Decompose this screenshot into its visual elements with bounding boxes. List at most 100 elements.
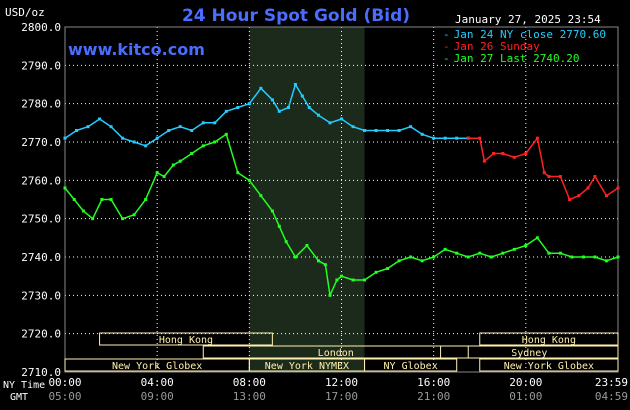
x-tick-label-gmt: 13:00	[233, 390, 266, 403]
data-point	[259, 86, 263, 90]
data-point	[167, 129, 171, 132]
data-point	[340, 274, 343, 278]
y-tick-label: 2730.0	[21, 289, 61, 302]
data-point	[201, 144, 205, 148]
data-point	[144, 144, 148, 148]
y-axis-units: USD/oz	[5, 6, 45, 19]
x-tick-label-gmt: 05:00	[48, 390, 81, 403]
data-point	[259, 194, 263, 198]
data-point	[72, 198, 76, 201]
session-label: London	[318, 348, 354, 359]
y-tick-label: 2740.0	[21, 251, 61, 264]
session-box	[99, 332, 273, 346]
data-point	[512, 155, 516, 159]
data-point	[270, 209, 274, 213]
data-point	[144, 198, 148, 201]
data-point	[512, 247, 516, 251]
x-tick-label-ny: 20:00	[509, 376, 542, 389]
data-point	[178, 159, 182, 163]
data-point	[492, 152, 496, 155]
data-point	[213, 121, 217, 125]
x-tick-label-ny: 00:00	[48, 376, 81, 389]
y-tick-label: 2770.0	[21, 136, 61, 149]
x-tick-label-gmt: 04:59	[595, 390, 628, 403]
session-label: New York NYMEX	[265, 361, 349, 372]
data-point	[316, 259, 320, 263]
data-point	[63, 136, 67, 140]
x-tick-label-gmt: 09:00	[141, 390, 174, 403]
gmt-row-label: GMT	[10, 392, 28, 403]
data-point	[409, 255, 413, 259]
data-point	[374, 129, 378, 132]
data-point	[224, 132, 228, 136]
data-point	[236, 106, 240, 109]
data-point	[593, 255, 597, 259]
data-point	[287, 106, 291, 109]
y-tick-label: 2760.0	[21, 174, 61, 187]
session-label: New York Globex	[112, 361, 202, 372]
data-point	[363, 129, 367, 132]
data-point	[593, 175, 597, 178]
data-point	[616, 186, 620, 190]
data-point	[604, 259, 608, 263]
data-point	[489, 255, 493, 259]
session-label: Hong Kong	[522, 335, 576, 346]
data-point	[374, 270, 378, 274]
data-point	[577, 194, 581, 198]
y-tick-label: 2800.0	[21, 21, 61, 34]
data-point	[132, 140, 136, 144]
data-point	[81, 209, 85, 213]
data-point	[482, 159, 486, 163]
session-label: New York Globex	[504, 361, 594, 372]
data-point	[121, 217, 125, 221]
data-point	[351, 278, 355, 282]
data-point	[328, 121, 332, 125]
data-point	[478, 251, 482, 255]
x-tick-label-ny: 16:00	[417, 376, 450, 389]
data-point	[386, 129, 390, 132]
data-point	[277, 224, 281, 228]
data-point	[213, 140, 217, 144]
data-point	[86, 125, 90, 129]
data-point	[581, 255, 585, 259]
data-point	[568, 198, 572, 201]
data-point	[351, 125, 355, 129]
ny-time-row-label: NY Time	[3, 380, 45, 391]
data-point	[443, 136, 447, 140]
data-point	[236, 171, 240, 175]
data-point	[420, 259, 424, 263]
data-point	[535, 236, 539, 240]
data-point	[190, 152, 194, 155]
data-point	[155, 171, 159, 175]
data-point	[558, 175, 562, 178]
data-point	[478, 136, 482, 140]
data-point	[100, 198, 104, 201]
data-point	[363, 278, 367, 282]
data-point	[300, 94, 304, 98]
legend-entry-jan27: - Jan 27 Last 2740.20	[443, 52, 579, 65]
nymex-session-shade	[249, 27, 365, 372]
data-point	[501, 251, 505, 255]
x-tick-label-ny: 23:59	[595, 376, 628, 389]
data-point	[466, 136, 470, 140]
data-point	[397, 259, 401, 263]
chart-timestamp: January 27, 2025 23:54	[455, 13, 601, 26]
data-point	[586, 186, 590, 190]
data-point	[162, 175, 166, 178]
x-tick-label-ny: 04:00	[141, 376, 174, 389]
data-point	[75, 129, 79, 132]
data-point	[535, 136, 539, 140]
data-point	[109, 198, 113, 201]
x-tick-label-gmt: 21:00	[417, 390, 450, 403]
data-point	[386, 267, 390, 270]
data-point	[305, 244, 309, 247]
session-box	[364, 358, 458, 372]
y-tick-label: 2790.0	[21, 59, 61, 72]
data-point	[547, 175, 551, 178]
data-point	[328, 293, 332, 297]
data-point	[270, 98, 274, 102]
data-point	[542, 171, 546, 175]
data-point	[277, 109, 281, 113]
data-point	[570, 255, 574, 259]
data-point	[432, 136, 436, 140]
